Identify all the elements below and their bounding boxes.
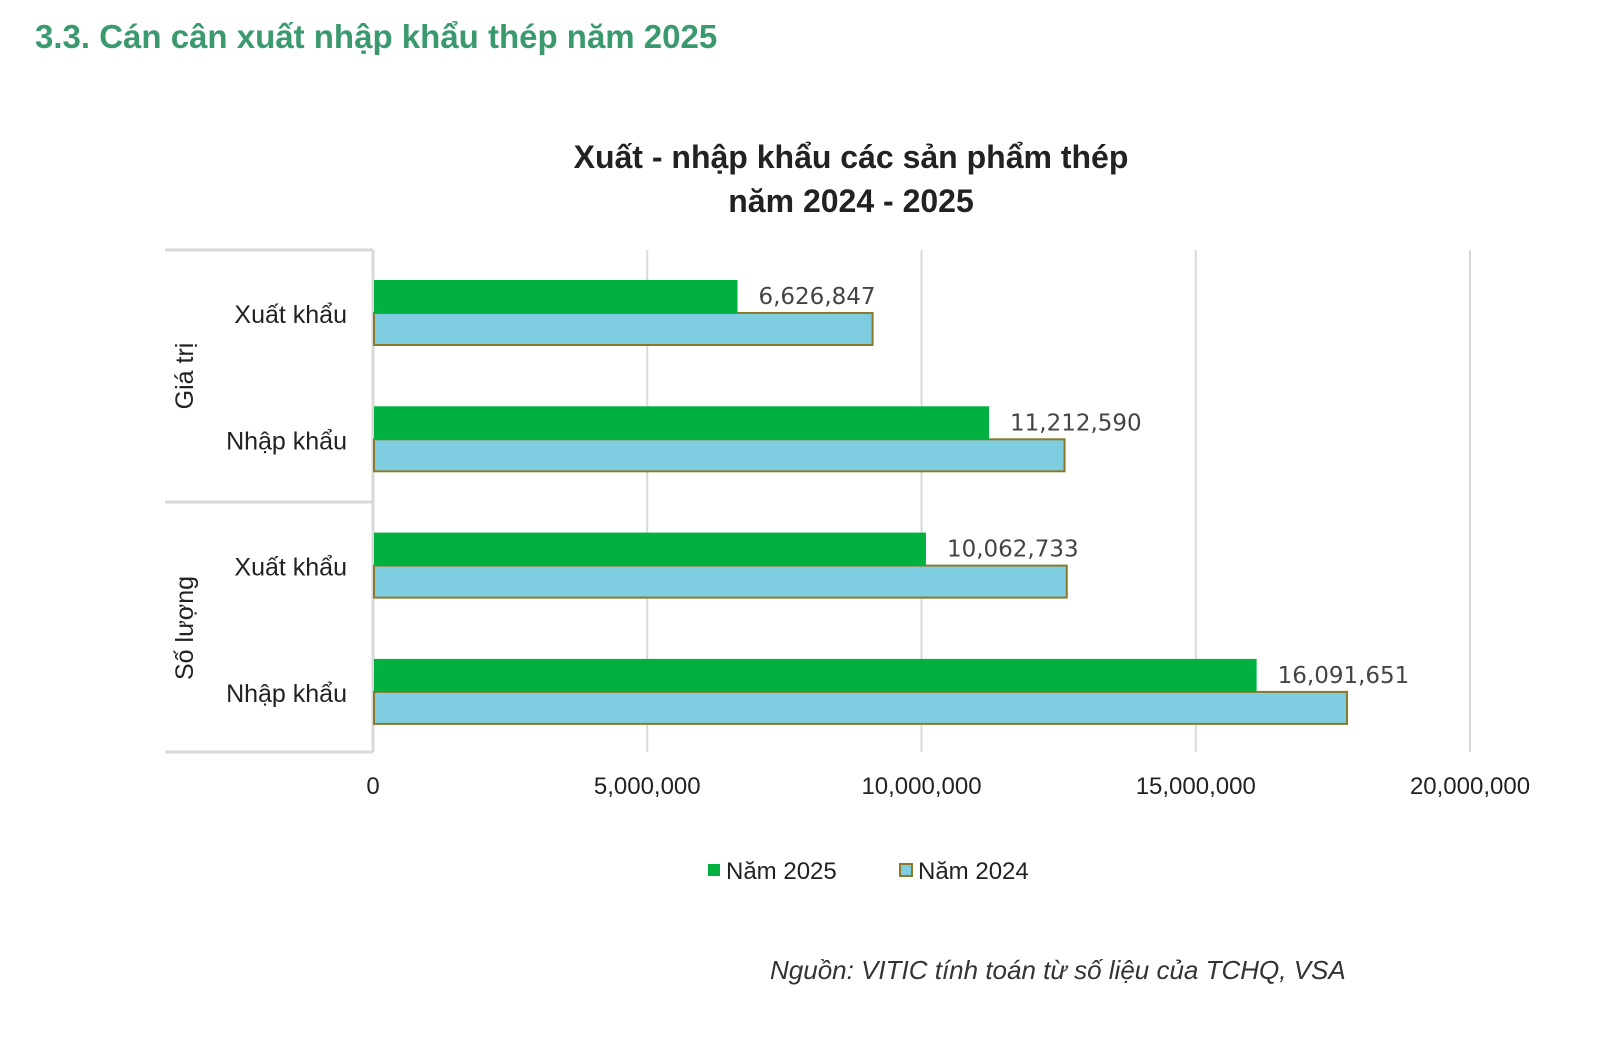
bar-2024 [373, 690, 1349, 725]
group-label: Giá trị [171, 343, 199, 410]
group-label: Số lượng [171, 576, 199, 680]
bar-2025 [374, 532, 926, 566]
bar-2025 [374, 658, 1257, 692]
bar-2024 [373, 312, 874, 346]
x-tick-label: 20,000,000 [1410, 773, 1530, 800]
category-label: Nhập khẩu [226, 680, 347, 708]
data-label-2025: 11,212,590 [1010, 410, 1142, 436]
chart-title-line: năm 2024 - 2025 [728, 183, 974, 219]
bar-2025 [374, 406, 990, 440]
chart-title-line: Xuất - nhập khẩu các sản phẩm thép [574, 139, 1129, 175]
data-label-2025: 10,062,733 [947, 537, 1079, 563]
bar-2024 [373, 438, 1066, 473]
category-label: Xuất khẩu [234, 554, 347, 582]
x-tick-label: 5,000,000 [594, 773, 701, 800]
legend-label-2024: Năm 2024 [918, 858, 1029, 885]
legend-label-2025: Năm 2025 [726, 858, 837, 885]
x-tick-label: 0 [366, 773, 379, 800]
category-label: Nhập khẩu [226, 427, 347, 455]
category-label: Xuất khẩu [234, 301, 347, 329]
x-tick-label: 15,000,000 [1136, 773, 1256, 800]
bar-2025 [374, 280, 738, 313]
legend-swatch-2024 [899, 863, 913, 877]
data-label-2025: 16,091,651 [1278, 663, 1410, 689]
section-title: 3.3. Cán cân xuất nhập khẩu thép năm 202… [35, 18, 718, 55]
source-note: Nguồn: VITIC tính toán từ số liệu của TC… [770, 955, 1346, 985]
legend-swatch-2025 [708, 864, 720, 876]
data-label-2025: 6,626,847 [758, 284, 875, 310]
bar-2024 [373, 564, 1068, 599]
x-tick-label: 10,000,000 [861, 773, 981, 800]
